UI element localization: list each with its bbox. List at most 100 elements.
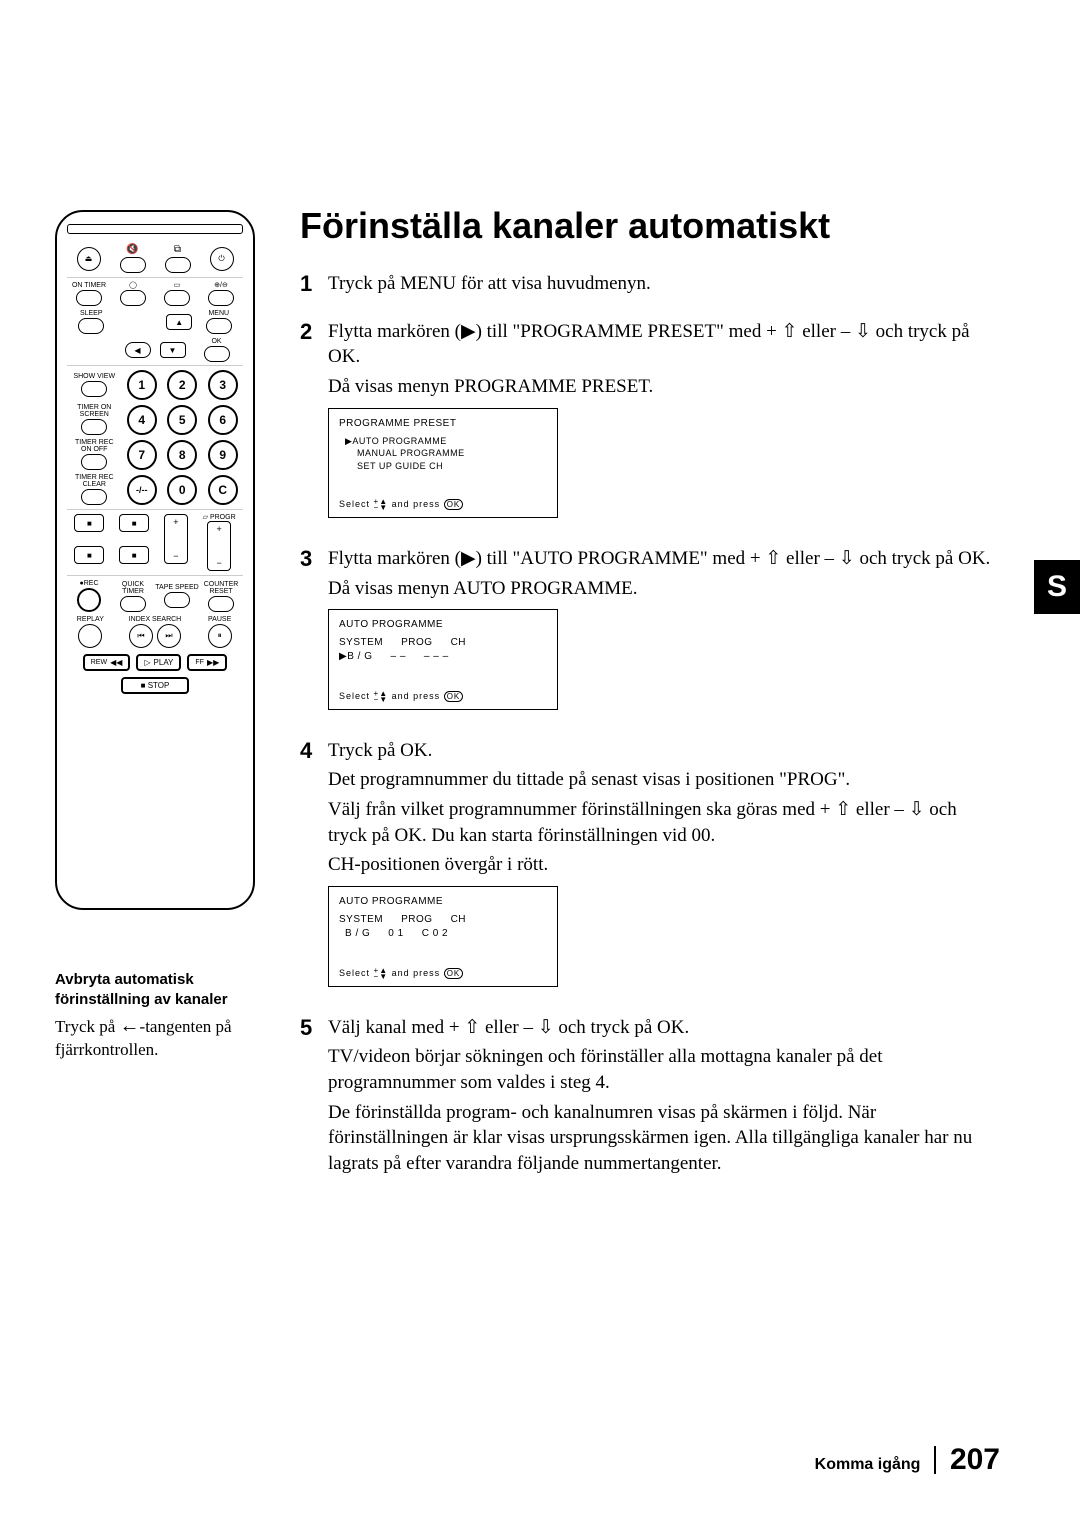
index-prev-icon: ⏮ [129, 624, 153, 648]
step-text: Det programnummer du tittade på senast v… [328, 767, 1000, 793]
digit-1: 1 [127, 370, 157, 400]
step-text: Då visas menyn AUTO PROGRAMME. [328, 576, 1000, 602]
digit-6: 6 [208, 405, 238, 435]
osd-val: – – – [424, 650, 449, 664]
menu-label: MENU [208, 310, 229, 317]
osd-col: SYSTEM [339, 913, 383, 927]
step-text: Välj kanal med + ⇧ eller – ⇩ och tryck p… [328, 1015, 1000, 1041]
tape-speed-label: TAPE SPEED [155, 584, 198, 591]
digit-c: C [208, 475, 238, 505]
play-button: ▷ PLAY [136, 654, 181, 671]
step-5: 5 Välj kanal med + ⇧ eller – ⇩ och tryck… [300, 1015, 1000, 1181]
index-search-label: INDEX SEARCH [129, 616, 182, 623]
ok-label: OK [211, 338, 221, 345]
digit-7: 7 [127, 440, 157, 470]
pause-icon: ⏸ [208, 624, 232, 648]
osd-col: PROG [401, 913, 432, 927]
power-icon: ⏻ [210, 247, 234, 271]
digit-9: 9 [208, 440, 238, 470]
rec-label: REC [84, 580, 99, 587]
digit-4: 4 [127, 405, 157, 435]
arrow-down-icon: ▼ [160, 342, 186, 358]
cancel-body: Tryck på ←-tangenten på fjärrkontrollen. [55, 1013, 285, 1061]
cancel-note: Avbryta automatisk förinställning av kan… [55, 970, 285, 1061]
counter-reset-label: COUNTER RESET [199, 581, 243, 595]
digit-0: 0 [167, 475, 197, 505]
tv-icon: ⧉ [174, 244, 181, 255]
digit-5: 5 [167, 405, 197, 435]
osd-col: CH [451, 913, 466, 927]
progr-plus-minus: +− [164, 514, 188, 564]
timer-rec-clear-label: TIMER REC CLEAR [72, 474, 116, 488]
vol-btn-2: ■ [74, 546, 104, 564]
pause-label: PAUSE [208, 616, 231, 623]
cancel-title: Avbryta automatisk förinställning av kan… [55, 970, 285, 1009]
step-text: TV/videon börjar sökningen och förinstäl… [328, 1044, 1000, 1095]
section-tab: S [1034, 560, 1080, 614]
osd-menu-item: ▶AUTO PROGRAMME [345, 435, 547, 448]
quick-timer-label: QUICK TIMER [111, 581, 155, 595]
page-title: Förinställa kanaler automatiskt [300, 205, 1000, 247]
step-number: 4 [300, 738, 328, 997]
step-text: Välj från vilket programnummer förinstäl… [328, 797, 1000, 848]
arrow-left-icon: ◀ [125, 342, 151, 358]
step-text: Tryck på OK. [328, 738, 1000, 764]
rew-button: REW◀◀ [83, 654, 131, 671]
stop-button: ■ STOP [121, 677, 190, 694]
step-text: Tryck på MENU för att visa huvudmenyn. [328, 271, 1000, 297]
remote-control-diagram: ⏏ 🔇 ⧉ ⏻ ON TIMER ◯ ▭ ⊕/⊖ [55, 210, 255, 910]
osd-programme-preset: PROGRAMME PRESET ▶AUTO PROGRAMME MANUAL … [328, 408, 558, 518]
osd-val: 0 1 [388, 927, 403, 941]
osd-footer: Select +▲−▼ and press OK [339, 498, 547, 511]
step-number: 1 [300, 271, 328, 301]
mute-icon: 🔇 [126, 244, 138, 255]
timer-rec-onoff-label: TIMER REC ON OFF [72, 439, 116, 453]
step-text: Då visas menyn PROGRAMME PRESET. [328, 374, 1000, 400]
step-4: 4 Tryck på OK. Det programnummer du titt… [300, 738, 1000, 997]
step-text: CH-positionen övergår i rött. [328, 852, 1000, 878]
eject-icon: ⏏ [77, 247, 101, 271]
step-3: 3 Flytta markören (▶) till "AUTO PROGRAM… [300, 546, 1000, 720]
page-footer: Komma igång 207 [815, 1443, 1000, 1477]
osd-menu-item: MANUAL PROGRAMME [345, 447, 547, 460]
sleep-label: SLEEP [80, 310, 103, 317]
osd-val: ▶B / G [339, 650, 372, 664]
osd-val: – – [390, 650, 405, 664]
timer-on-screen-label: TIMER ON SCREEN [72, 404, 116, 418]
osd-title: AUTO PROGRAMME [339, 618, 547, 632]
osd-footer: Select +▲−▼ and press OK [339, 967, 547, 980]
osd-menu-item: SET UP GUIDE CH [345, 460, 547, 473]
osd-footer: Select +▲−▼ and press OK [339, 690, 547, 703]
digit-dash: -/-- [127, 475, 157, 505]
step-number: 3 [300, 546, 328, 720]
footer-section-label: Komma igång [815, 1456, 921, 1474]
ff-button: FF▶▶ [187, 654, 227, 671]
digit-3: 3 [208, 370, 238, 400]
osd-col: PROG [401, 636, 432, 650]
osd-col: CH [451, 636, 466, 650]
progr-label: PROGR [210, 514, 236, 521]
step-number: 5 [300, 1015, 328, 1181]
rec-button [77, 588, 101, 612]
osd-val: B / G [339, 927, 370, 941]
footer-page-number: 207 [950, 1443, 1000, 1477]
replay-label: REPLAY [77, 616, 104, 623]
show-view-label: SHOW VIEW [73, 373, 115, 380]
step-number: 2 [300, 319, 328, 528]
step-text: Flytta markören (▶) till "AUTO PROGRAMME… [328, 546, 1000, 572]
arrow-up-icon: ▲ [166, 314, 192, 330]
step-text: Flytta markören (▶) till "PROGRAMME PRES… [328, 319, 1000, 370]
digit-8: 8 [167, 440, 197, 470]
osd-auto-programme-1: AUTO PROGRAMME SYSTEM PROG CH ▶B / G – –… [328, 609, 558, 710]
digit-2: 2 [167, 370, 197, 400]
step-text: De förinställda program- och kanalnumren… [328, 1100, 1000, 1177]
step-2: 2 Flytta markören (▶) till "PROGRAMME PR… [300, 319, 1000, 528]
osd-title: PROGRAMME PRESET [339, 417, 547, 431]
step-1: 1 Tryck på MENU för att visa huvudmenyn. [300, 271, 1000, 301]
on-timer-label: ON TIMER [72, 282, 106, 289]
osd-val: C 0 2 [422, 927, 448, 941]
osd-auto-programme-2: AUTO PROGRAMME SYSTEM PROG CH B / G 0 1 … [328, 886, 558, 987]
osd-title: AUTO PROGRAMME [339, 895, 547, 909]
osd-col: SYSTEM [339, 636, 383, 650]
vol-btn: ■ [74, 514, 104, 532]
